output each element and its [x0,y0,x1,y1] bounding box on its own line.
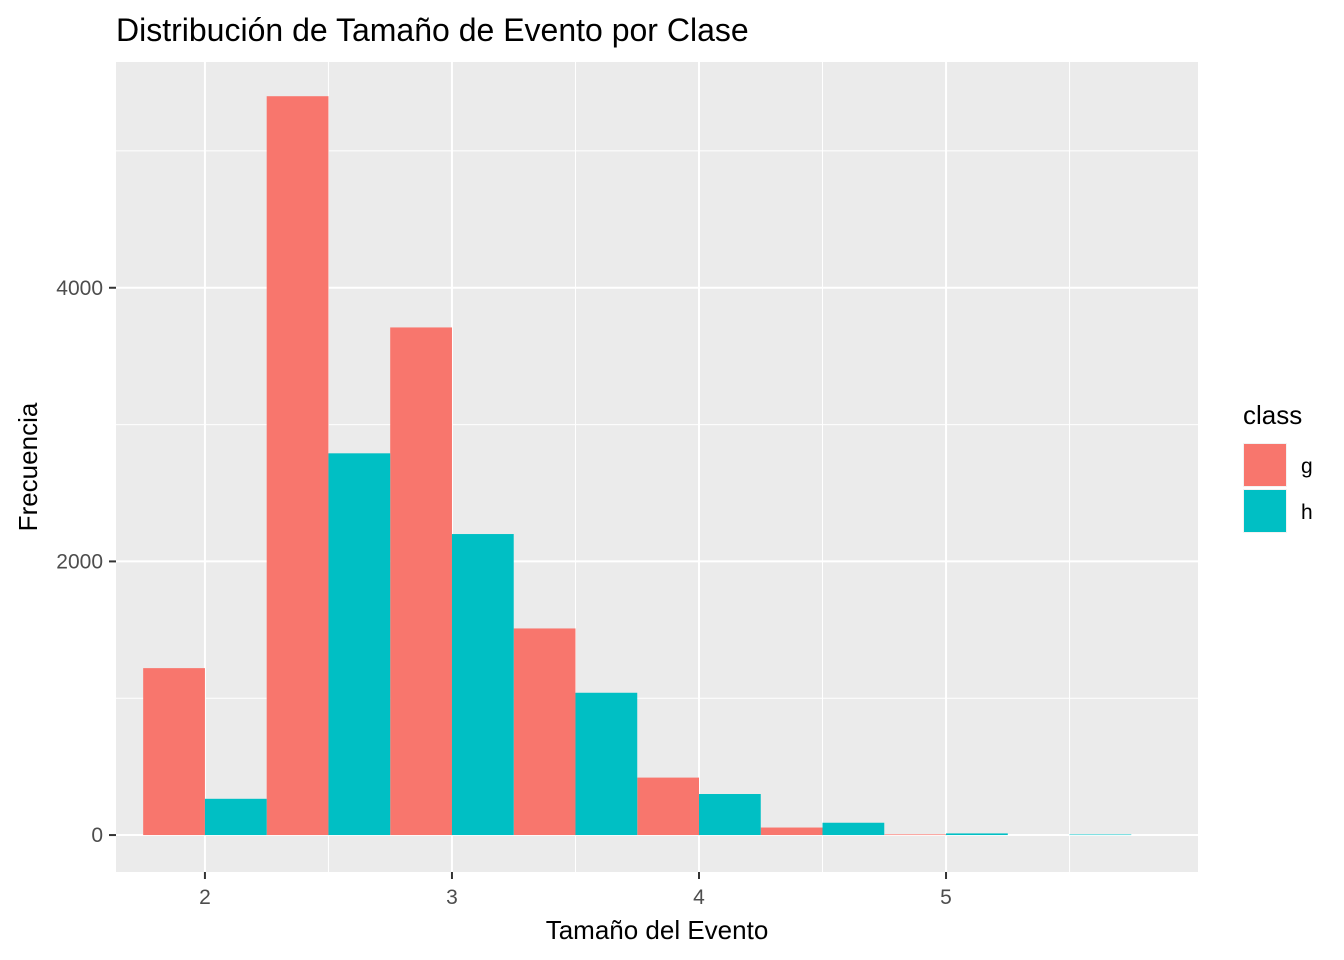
chart-title: Distribución de Tamaño de Evento por Cla… [116,12,749,48]
x-tick-label: 3 [446,886,458,909]
y-tick-label: 4000 [56,277,103,300]
bar-h [451,534,514,836]
bar-g [143,668,205,836]
x-axis: 2 3 4 5 [199,872,952,909]
y-axis-title: Frecuencia [13,402,43,531]
y-tick-label: 2000 [56,550,103,573]
bar-h [698,794,761,836]
bar-h [328,453,391,836]
legend-key-g [1244,444,1286,486]
legend-title: class [1243,400,1302,430]
legend-label-h: h [1301,501,1313,524]
x-tick-label: 5 [940,886,952,909]
legend-label-g: g [1301,455,1313,478]
bars [143,96,1132,836]
x-axis-title: Tamaño del Evento [546,915,769,945]
bar-g [266,96,329,836]
plot-panel [116,62,1198,872]
y-tick-label: 0 [91,824,103,847]
bar-h [575,692,638,836]
legend: class gh [1243,400,1313,533]
y-axis: 0 2000 4000 [56,277,116,847]
bar-g [637,777,699,836]
bar-g [760,827,823,836]
bar-h [1069,834,1132,836]
bar-g [513,628,576,836]
x-tick-label: 4 [693,886,705,909]
bar-h [946,833,1008,836]
legend-key-h [1244,490,1286,532]
bar-h [204,798,267,836]
bar-h [822,822,885,836]
bar-g [390,327,452,836]
bar-g [884,834,947,836]
x-tick-label: 2 [199,886,211,909]
